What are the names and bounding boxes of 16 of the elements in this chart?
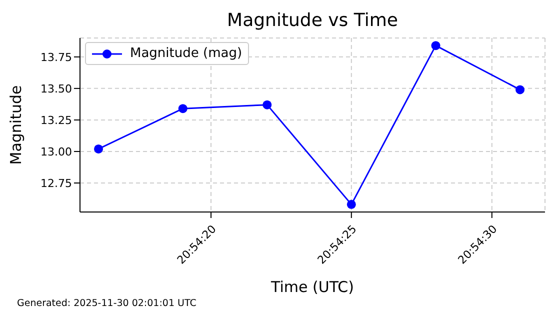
y-tick-label: 13.75 [40,50,72,64]
legend-label: Magnitude (mag) [130,46,242,61]
point [94,144,104,154]
chart-title: Magnitude vs Time [226,10,399,31]
point [178,104,188,114]
y-tick-label: 12.75 [40,176,72,190]
y-tick-label: 13.25 [40,114,72,127]
point [431,41,440,50]
point [516,85,525,94]
y-tick-label: 13.50 [40,82,72,96]
x-axis-title: Time (UTC) [270,278,355,296]
point [346,200,356,209]
point [262,100,272,110]
y-tick-label: 13.00 [40,145,72,158]
y-axis-title: Magnitude [7,85,25,165]
text: Generated: 2025-11-30 02:01:01 UTC [17,298,196,309]
